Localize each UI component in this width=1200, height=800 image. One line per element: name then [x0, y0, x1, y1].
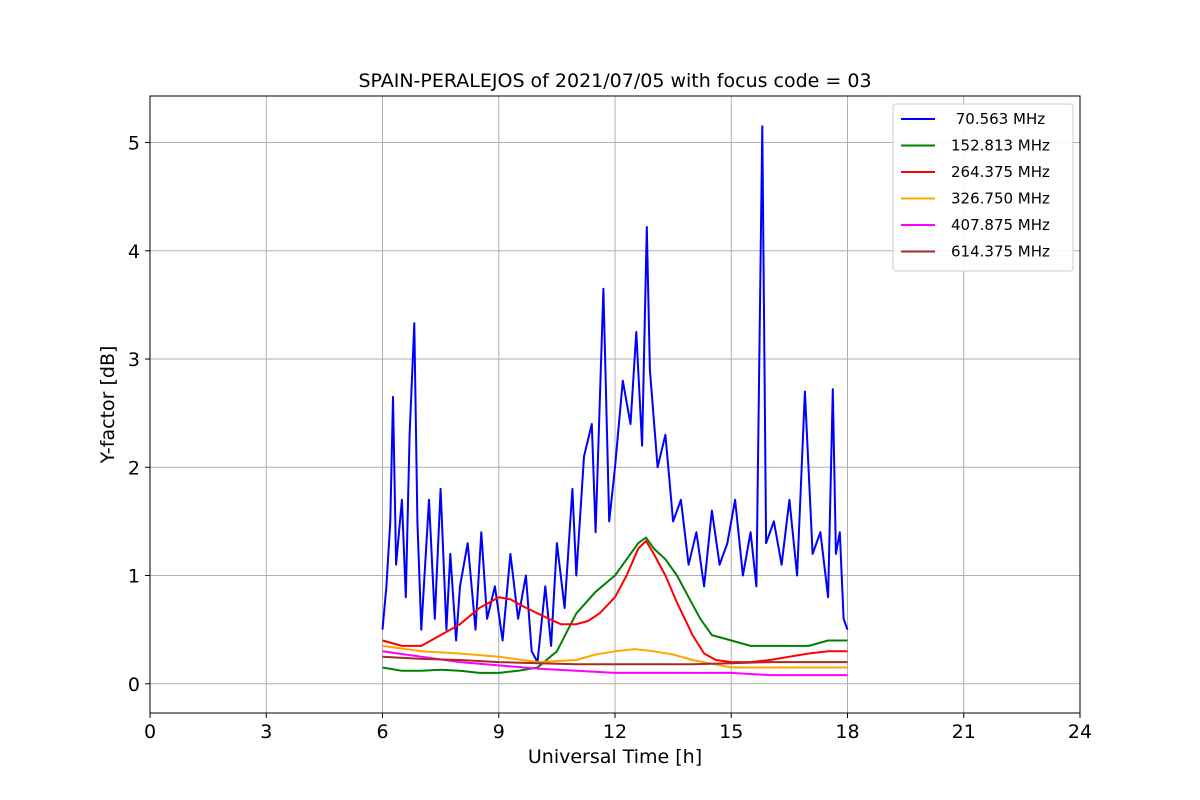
chart-title: SPAIN-PERALEJOS of 2021/07/05 with focus… — [358, 70, 871, 92]
y-tick-label: 1 — [128, 566, 140, 588]
x-tick-label: 6 — [376, 721, 388, 743]
legend-label: 152.813 MHz — [951, 137, 1050, 155]
legend: 70.563 MHz 152.813 MHz 264.375 MHz 326.750 … — [892, 103, 1074, 272]
series-line-4 — [382, 644, 848, 669]
x-axis-label: Universal Time [h] — [528, 746, 702, 768]
series-line-5 — [382, 650, 848, 677]
legend-label: 407.875 MHz — [951, 216, 1050, 234]
x-tick-label: 18 — [835, 721, 859, 743]
y-tick-label: 3 — [128, 349, 140, 371]
legend-label: 326.750 MHz — [951, 190, 1050, 208]
x-tick-label: 3 — [260, 721, 272, 743]
x-tick-label: 9 — [493, 721, 505, 743]
legend-label: 264.375 MHz — [951, 163, 1050, 181]
series-line-1 — [381, 125, 849, 664]
x-tick-label: 12 — [603, 721, 627, 743]
x-tick-label: 15 — [719, 721, 743, 743]
x-tick-label: 0 — [144, 721, 156, 743]
x-tick-label: 24 — [1068, 721, 1092, 743]
series-line-6 — [382, 655, 848, 666]
y-tick-label: 4 — [128, 241, 140, 263]
x-tick-label: 21 — [952, 721, 976, 743]
y-tick-label: 2 — [128, 457, 140, 479]
y-axis-label: Y-factor [dB] — [97, 346, 119, 465]
legend-label: 70.563 MHz — [951, 110, 1045, 128]
y-tick-label: 5 — [128, 133, 140, 155]
legend-label: 614.375 MHz — [951, 243, 1050, 261]
y-tick-label: 0 — [128, 674, 140, 696]
series-line-2 — [382, 536, 848, 674]
series-group — [381, 125, 849, 677]
legend-box — [892, 103, 1074, 272]
